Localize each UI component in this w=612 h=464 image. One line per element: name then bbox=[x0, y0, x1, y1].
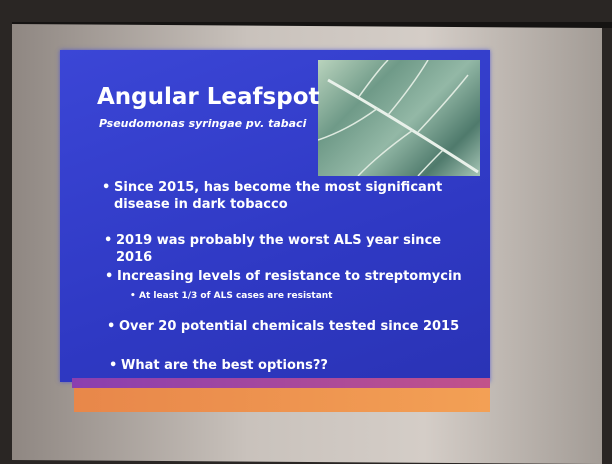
bullet: Increasing levels of resistance to strep… bbox=[117, 268, 467, 285]
leaf-veins bbox=[318, 60, 480, 176]
bullet: What are the best options?? bbox=[121, 357, 471, 374]
bullet: Over 20 potential chemicals tested since… bbox=[119, 318, 469, 335]
bullet: 2019 was probably the worst ALS year sin… bbox=[116, 232, 466, 266]
page: Angular Leafspot Pseudomonas syringae pv… bbox=[0, 0, 612, 462]
slide-band bbox=[74, 388, 490, 412]
bullet: Since 2015, has become the most signific… bbox=[114, 179, 464, 213]
leaf-image bbox=[318, 60, 480, 176]
slide-band bbox=[72, 378, 490, 388]
slide-title: Angular Leafspot bbox=[97, 84, 320, 110]
slide-subtitle: Pseudomonas syringae pv. tabaci bbox=[99, 117, 306, 130]
sub-bullet: At least 1/3 of ALS cases are resistant bbox=[139, 291, 439, 301]
